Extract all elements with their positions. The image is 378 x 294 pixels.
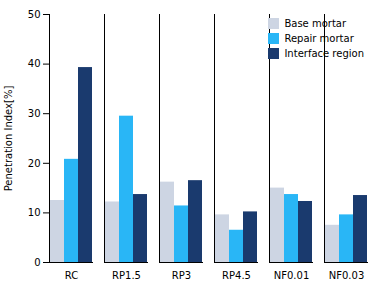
- svg-text:50: 50: [28, 9, 41, 20]
- html-text:Repair mortar: Repair mortar: [284, 33, 354, 44]
- svg-text:0: 0: [34, 257, 40, 268]
- svg-text:RP4.5: RP4.5: [222, 270, 251, 281]
- svg-text:40: 40: [28, 58, 41, 69]
- html-text:Interface region: Interface region: [284, 48, 364, 59]
- svg-text:RP3: RP3: [172, 270, 191, 281]
- html-text:Base mortar: Base mortar: [284, 18, 347, 29]
- svg-text:RC: RC: [65, 270, 78, 281]
- svg-text:NF0.03: NF0.03: [329, 270, 365, 281]
- svg-text:Penetration Index[%]: Penetration Index[%]: [3, 86, 14, 192]
- svg-text:NF0.01: NF0.01: [274, 270, 310, 281]
- svg-text:30: 30: [28, 108, 41, 119]
- svg-text:20: 20: [28, 158, 41, 169]
- svg-text:10: 10: [28, 207, 41, 218]
- svg-text:RP1.5: RP1.5: [112, 270, 141, 281]
